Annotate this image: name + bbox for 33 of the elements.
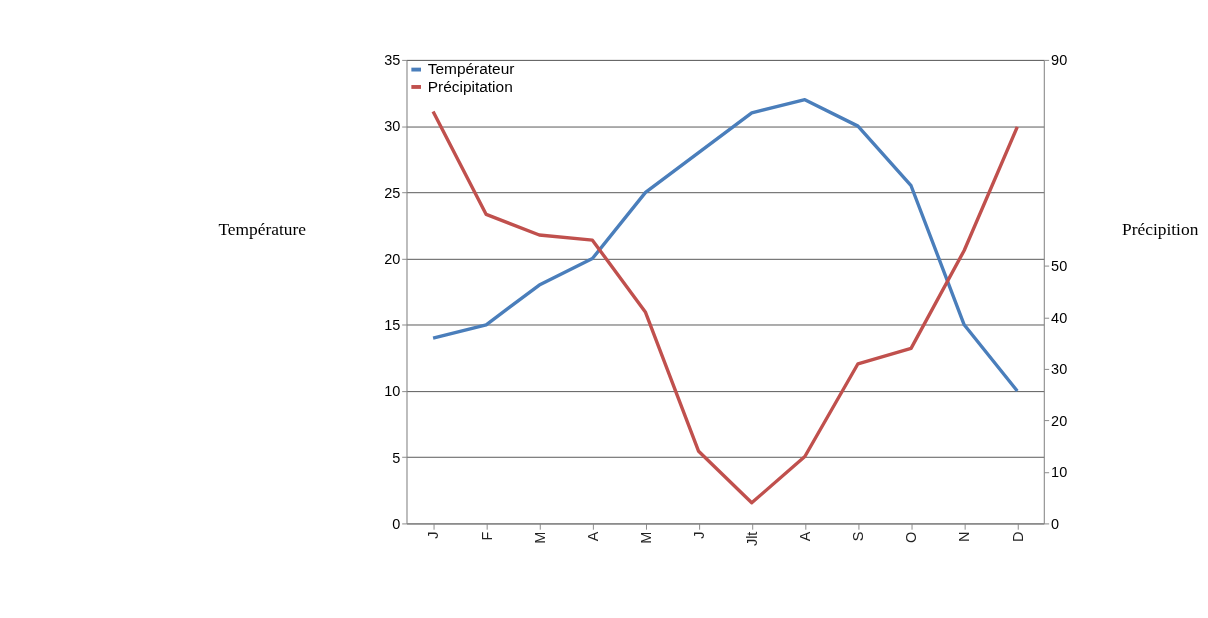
y2-tick-label: 0	[1051, 515, 1060, 532]
y-tick-label: 25	[384, 184, 401, 201]
y2-axis-title: Précipition	[1122, 220, 1199, 240]
x-tick-label: Jlt	[744, 531, 761, 547]
y-tick-label: 5	[392, 449, 401, 466]
y-tick-label: 30	[384, 118, 401, 135]
y2-tick-label: 50	[1051, 258, 1068, 275]
y-tick-label: 15	[384, 317, 401, 334]
x-tick-label: A	[584, 531, 601, 542]
y2-tick-label: 30	[1051, 361, 1068, 378]
y2-tick-label: 90	[1051, 52, 1068, 69]
x-tick-label: M	[531, 531, 548, 544]
y-tick-label: 35	[384, 52, 401, 69]
y-axis-title: Température	[218, 220, 307, 240]
line-series	[431, 97, 1019, 393]
x-tick-label: D	[1009, 531, 1026, 543]
x-tick-label: N	[956, 531, 973, 543]
x-tick-label: S	[850, 531, 867, 542]
y2-tick-label: 10	[1051, 464, 1068, 481]
x-tick-label: F	[478, 531, 495, 541]
legend-label: Précipitation	[427, 77, 513, 95]
y-tick-label: 0	[392, 515, 401, 532]
y2-tick-label: 20	[1051, 412, 1068, 429]
x-tick-label: O	[903, 531, 920, 543]
x-tick-label: M	[637, 531, 654, 544]
x-tick-label: J	[690, 531, 707, 539]
line-series	[431, 109, 1019, 505]
x-tick-label: J	[425, 531, 442, 539]
x-tick-label: A	[797, 531, 814, 542]
y-tick-label: 20	[384, 250, 401, 267]
y-tick-label: 10	[384, 383, 401, 400]
y2-tick-label: 40	[1051, 309, 1068, 326]
legend-label: Températeur	[427, 60, 515, 78]
